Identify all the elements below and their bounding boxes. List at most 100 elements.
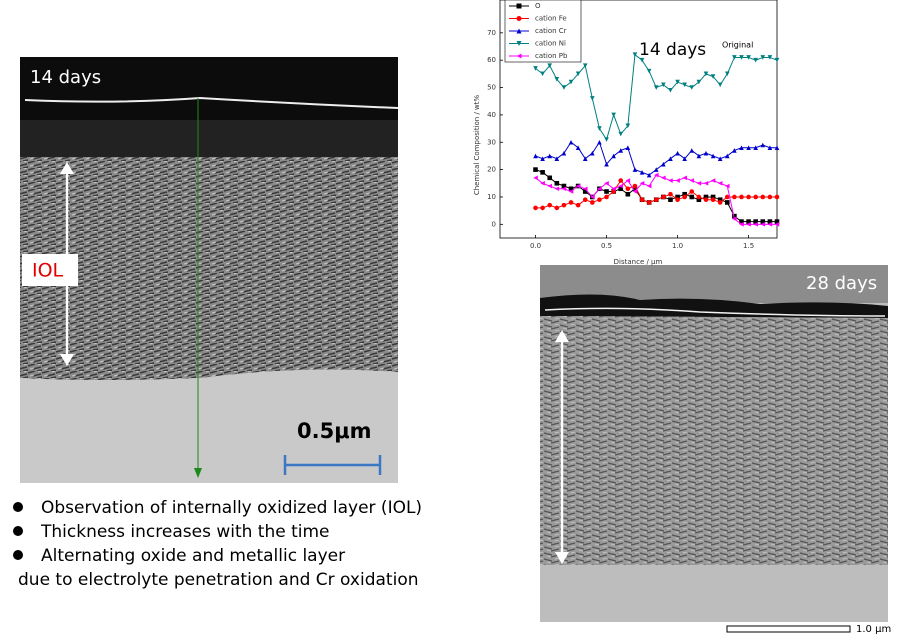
point	[590, 200, 595, 205]
x-tick-label: 1.5	[743, 242, 754, 250]
point	[646, 200, 652, 205]
point	[703, 71, 709, 77]
point	[696, 79, 702, 85]
point	[668, 87, 673, 93]
point	[732, 216, 737, 222]
point	[668, 178, 673, 183]
point	[554, 156, 560, 161]
point	[533, 66, 538, 71]
point	[561, 202, 567, 208]
point	[710, 153, 716, 159]
point	[554, 186, 560, 192]
point	[724, 183, 730, 189]
point	[760, 219, 766, 224]
point	[689, 178, 695, 183]
point	[760, 142, 766, 148]
point	[540, 205, 545, 211]
point	[618, 131, 624, 137]
point	[774, 222, 780, 227]
point	[675, 197, 680, 203]
point	[632, 52, 638, 58]
legend-label: cation Ni	[535, 40, 566, 48]
point	[597, 186, 602, 192]
point	[646, 172, 652, 178]
point	[675, 194, 680, 200]
point	[611, 186, 616, 192]
point	[582, 197, 588, 203]
point	[516, 3, 522, 9]
point	[717, 200, 723, 205]
point	[568, 79, 574, 85]
point	[597, 126, 602, 131]
point	[618, 178, 624, 183]
point	[767, 219, 773, 224]
point	[710, 197, 716, 203]
point	[717, 82, 723, 88]
point	[682, 175, 687, 181]
x-axis-title: Distance / μm	[614, 258, 663, 266]
point	[604, 189, 609, 194]
scale-label: 1.0 μm	[856, 624, 891, 635]
point	[760, 222, 766, 227]
point	[732, 194, 737, 200]
left-micrograph: 14 days IOL 0.5μm	[20, 57, 399, 483]
point	[732, 213, 737, 219]
annotation: Original	[722, 41, 753, 50]
point	[533, 205, 538, 211]
legend-marker	[516, 28, 522, 34]
point	[661, 175, 666, 181]
image-label: 28 days	[806, 273, 877, 294]
point	[717, 156, 723, 161]
legend-marker	[516, 41, 522, 46]
point	[682, 82, 687, 88]
point	[774, 57, 780, 63]
point	[639, 197, 645, 203]
point	[597, 139, 602, 145]
point	[703, 194, 709, 200]
annotation: 14 days	[639, 40, 706, 60]
point	[568, 186, 574, 192]
point	[625, 178, 631, 183]
point	[516, 28, 522, 34]
point	[774, 194, 780, 200]
point	[625, 123, 631, 129]
y-axis-title: Chemical Composition / wt%	[473, 94, 481, 195]
point	[703, 180, 709, 186]
point	[739, 55, 744, 60]
y-tick-label: 60	[487, 56, 496, 64]
point	[540, 71, 545, 77]
point	[561, 186, 567, 192]
point	[646, 68, 652, 74]
point	[696, 194, 702, 200]
point	[696, 197, 702, 203]
point	[582, 186, 588, 192]
point	[710, 74, 716, 79]
point	[732, 55, 737, 60]
point	[696, 180, 702, 186]
point	[632, 186, 638, 192]
point	[724, 153, 730, 159]
point	[554, 205, 560, 211]
point	[568, 139, 574, 145]
point	[689, 189, 695, 194]
point	[682, 194, 687, 200]
y-tick-label: 0	[492, 220, 496, 228]
point	[639, 57, 645, 63]
point	[774, 145, 780, 151]
point	[653, 167, 659, 172]
legend-marker	[516, 16, 522, 21]
point	[516, 16, 522, 21]
point	[675, 150, 680, 156]
point	[682, 191, 687, 197]
y-tick-label: 20	[487, 166, 496, 174]
point	[703, 197, 709, 203]
x-tick-label: 0.0	[530, 242, 541, 250]
point	[575, 202, 581, 208]
point	[689, 194, 695, 200]
point	[753, 219, 758, 224]
point	[533, 175, 538, 181]
point	[668, 197, 673, 203]
point	[717, 197, 723, 203]
point	[724, 194, 730, 200]
point	[646, 183, 652, 189]
